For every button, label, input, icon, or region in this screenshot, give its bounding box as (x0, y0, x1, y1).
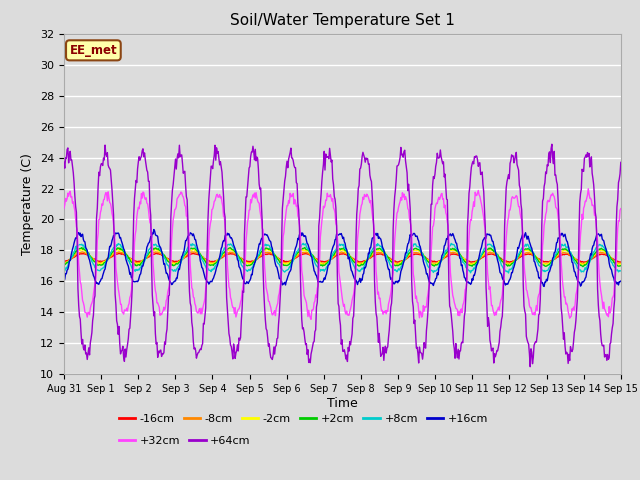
Text: EE_met: EE_met (70, 44, 117, 57)
-2cm (127, 257, 135, 263)
+2cm (184, 248, 192, 254)
+16cm (617, 278, 625, 284)
+2cm (411, 246, 419, 252)
-16cm (428, 258, 435, 264)
+64cm (548, 141, 556, 147)
Line: -2cm: -2cm (64, 249, 621, 264)
-8cm (355, 261, 363, 267)
+16cm (150, 227, 157, 232)
Line: +16cm: +16cm (64, 229, 621, 287)
+8cm (60, 269, 68, 275)
-8cm (127, 257, 135, 263)
+16cm (214, 260, 222, 265)
-8cm (70, 254, 78, 260)
-16cm (214, 257, 222, 263)
+16cm (540, 284, 548, 289)
-8cm (617, 261, 625, 266)
Line: +8cm: +8cm (64, 243, 621, 273)
-16cm (185, 252, 193, 258)
+2cm (127, 259, 135, 265)
+2cm (70, 251, 78, 257)
+32cm (60, 205, 68, 211)
Line: +2cm: +2cm (64, 248, 621, 266)
+2cm (428, 261, 435, 267)
+32cm (617, 206, 625, 212)
Y-axis label: Temperature (C): Temperature (C) (22, 153, 35, 255)
+32cm (584, 186, 592, 192)
-8cm (60, 260, 68, 265)
Line: -16cm: -16cm (64, 253, 621, 263)
+2cm (579, 264, 587, 269)
-2cm (617, 261, 625, 267)
+32cm (70, 204, 78, 210)
-16cm (115, 251, 123, 256)
+32cm (127, 288, 135, 294)
+2cm (301, 245, 308, 251)
+64cm (127, 302, 135, 308)
+8cm (428, 267, 435, 273)
-16cm (70, 254, 78, 260)
Legend: +32cm, +64cm: +32cm, +64cm (114, 432, 255, 451)
+8cm (411, 241, 419, 247)
+16cm (185, 232, 193, 238)
+8cm (214, 260, 221, 266)
X-axis label: Time: Time (327, 397, 358, 410)
-2cm (60, 261, 68, 266)
-8cm (428, 260, 436, 265)
-2cm (432, 262, 440, 267)
+16cm (60, 278, 68, 284)
-2cm (184, 250, 192, 255)
+64cm (60, 159, 68, 165)
-16cm (128, 257, 136, 263)
+32cm (214, 192, 221, 197)
+32cm (307, 316, 315, 322)
-16cm (411, 251, 419, 257)
-2cm (214, 257, 222, 263)
-8cm (184, 251, 192, 256)
-16cm (617, 259, 625, 265)
Line: +32cm: +32cm (64, 189, 621, 319)
-8cm (214, 257, 222, 263)
+2cm (60, 263, 68, 268)
+16cm (411, 231, 419, 237)
-16cm (580, 260, 588, 265)
-16cm (60, 258, 68, 264)
+64cm (617, 159, 625, 165)
+8cm (300, 240, 307, 246)
Title: Soil/Water Temperature Set 1: Soil/Water Temperature Set 1 (230, 13, 455, 28)
-2cm (411, 247, 419, 253)
+8cm (184, 244, 192, 250)
+16cm (428, 281, 435, 287)
+2cm (617, 263, 625, 269)
-2cm (428, 261, 435, 266)
Line: +64cm: +64cm (64, 144, 621, 367)
+64cm (184, 218, 192, 224)
+8cm (505, 270, 513, 276)
+8cm (70, 249, 78, 255)
-8cm (188, 249, 196, 255)
+64cm (426, 224, 434, 230)
+64cm (70, 180, 78, 186)
+64cm (214, 150, 221, 156)
+16cm (70, 240, 78, 246)
-8cm (412, 250, 419, 255)
-2cm (189, 246, 197, 252)
-2cm (70, 251, 78, 257)
Line: -8cm: -8cm (64, 252, 621, 264)
+8cm (617, 268, 625, 274)
+64cm (410, 321, 418, 326)
+32cm (411, 284, 419, 290)
+32cm (184, 225, 192, 230)
+64cm (526, 364, 534, 370)
+32cm (428, 251, 435, 257)
+8cm (127, 264, 135, 269)
+16cm (127, 275, 135, 280)
+2cm (214, 259, 221, 265)
